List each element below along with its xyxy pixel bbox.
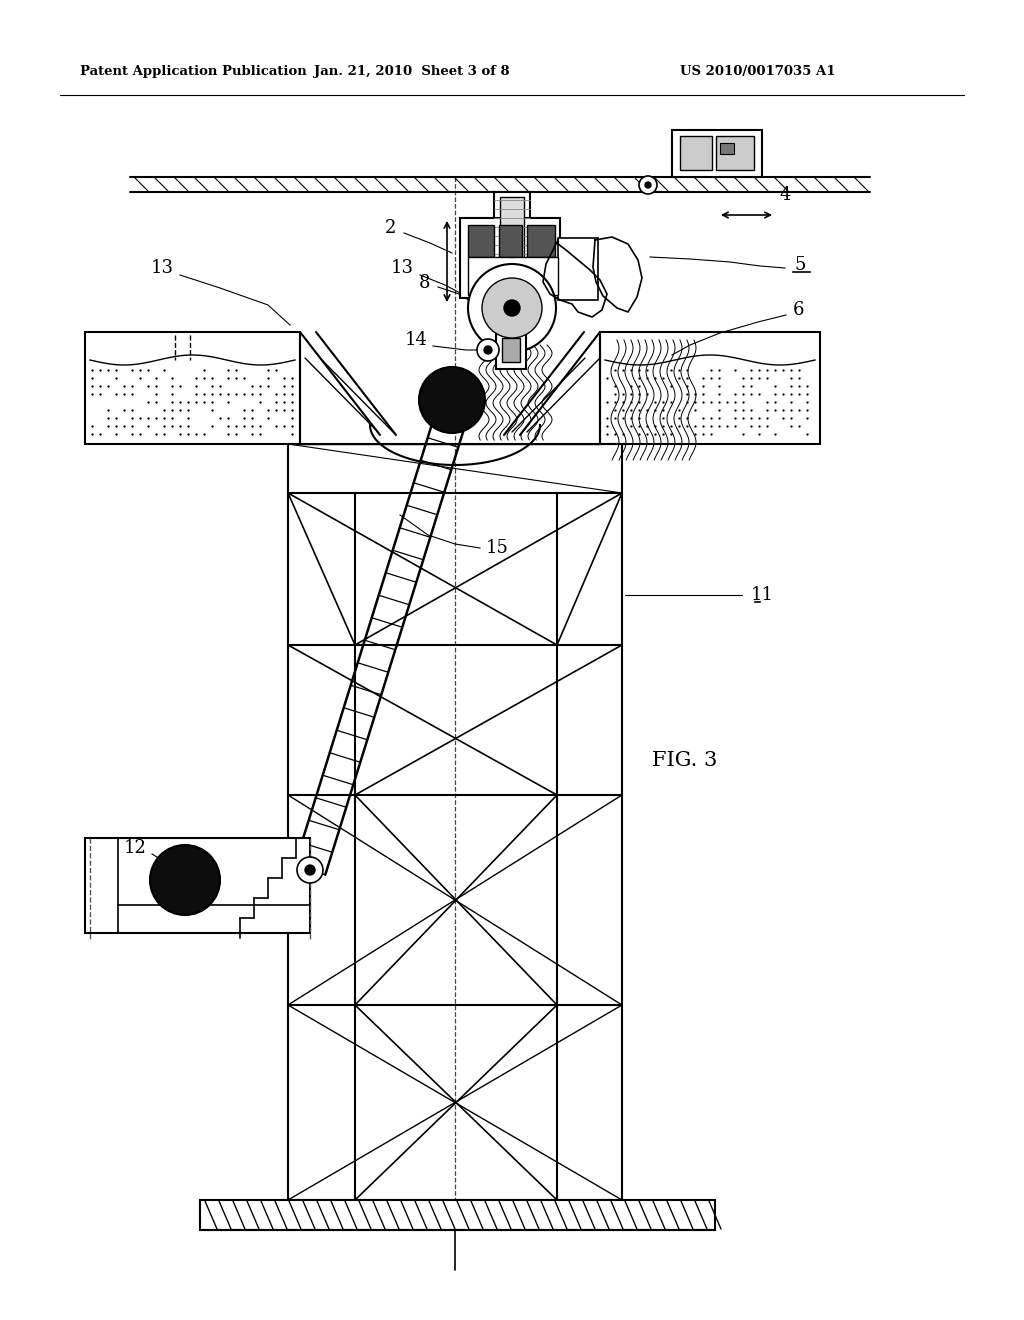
Text: Patent Application Publication: Patent Application Publication: [80, 66, 307, 78]
Bar: [468, 257, 558, 294]
Circle shape: [645, 182, 651, 187]
Text: 14: 14: [404, 331, 427, 348]
Circle shape: [297, 857, 323, 883]
Bar: [672, 129, 762, 177]
Circle shape: [484, 346, 492, 354]
Circle shape: [419, 367, 485, 433]
Bar: [468, 224, 494, 257]
Bar: [720, 143, 734, 154]
Text: 4: 4: [779, 186, 791, 205]
Bar: [502, 338, 520, 362]
Text: 6: 6: [793, 301, 804, 319]
Bar: [85, 333, 300, 444]
Text: 11: 11: [751, 586, 773, 605]
Text: 5: 5: [795, 256, 806, 275]
Circle shape: [477, 339, 499, 360]
Bar: [85, 838, 310, 933]
Bar: [494, 191, 530, 310]
Text: 8: 8: [419, 275, 431, 292]
Bar: [527, 224, 555, 257]
Bar: [496, 333, 526, 370]
Circle shape: [150, 845, 220, 915]
Text: 13: 13: [390, 259, 414, 277]
Circle shape: [482, 279, 542, 338]
Text: 2: 2: [384, 219, 395, 238]
Bar: [200, 1200, 715, 1230]
Bar: [558, 238, 598, 300]
Text: 13: 13: [151, 259, 173, 277]
Bar: [460, 218, 560, 298]
Text: 12: 12: [124, 840, 146, 857]
Bar: [680, 136, 712, 170]
Bar: [558, 238, 598, 300]
Circle shape: [305, 865, 315, 875]
Bar: [499, 224, 522, 257]
Text: FIG. 3: FIG. 3: [652, 751, 718, 770]
Bar: [500, 197, 524, 305]
Text: Jan. 21, 2010  Sheet 3 of 8: Jan. 21, 2010 Sheet 3 of 8: [314, 66, 510, 78]
Bar: [600, 333, 820, 444]
Text: US 2010/0017035 A1: US 2010/0017035 A1: [680, 66, 836, 78]
Circle shape: [504, 300, 520, 315]
Circle shape: [468, 264, 556, 352]
Circle shape: [639, 176, 657, 194]
Bar: [716, 136, 754, 170]
Text: 15: 15: [485, 539, 509, 557]
